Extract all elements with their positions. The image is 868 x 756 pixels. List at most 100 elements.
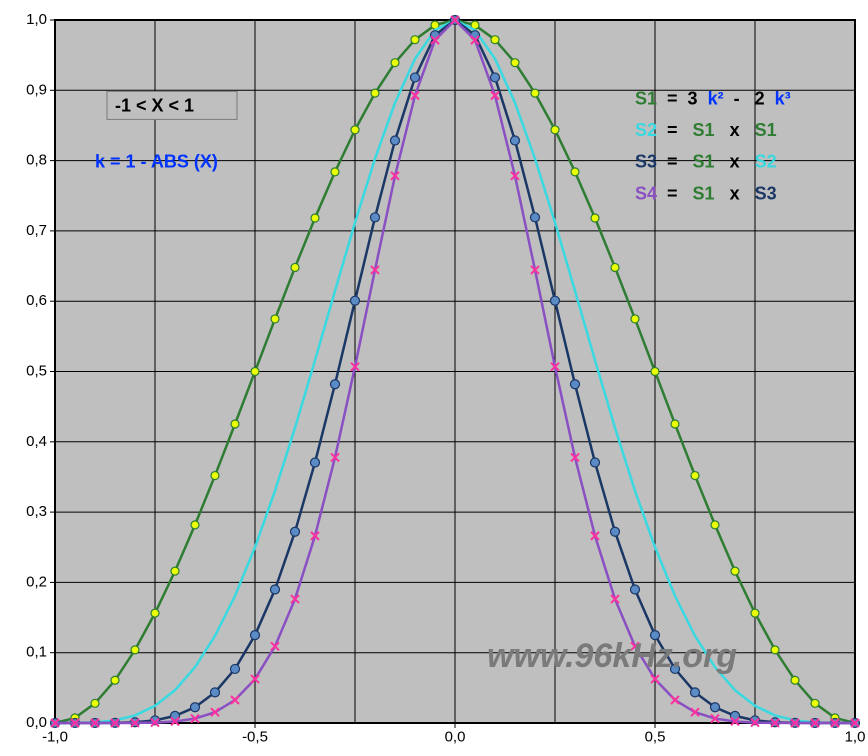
series-marker-s1 xyxy=(811,699,819,707)
ytick-label: 0,1 xyxy=(26,644,47,661)
formula-row: S2 = S1 x S1 xyxy=(635,120,777,140)
series-marker-s1 xyxy=(631,315,639,323)
ytick-label: 0,7 xyxy=(26,222,47,239)
formula-part: = xyxy=(667,183,678,203)
series-marker-s3 xyxy=(331,380,340,389)
series-marker-s1 xyxy=(111,676,119,684)
formula-part: S2 xyxy=(635,120,657,140)
formula-part: - xyxy=(734,88,740,108)
chart-svg: 0,00,10,20,30,40,50,60,70,80,91,0-1,0-0,… xyxy=(0,0,868,756)
ytick-label: 0,3 xyxy=(26,503,47,520)
series-marker-s1 xyxy=(691,472,699,480)
chart-container: { "chart": { "type": "line", "width": 86… xyxy=(0,0,868,756)
formula-part: S1 xyxy=(688,183,715,203)
series-marker-s3 xyxy=(191,703,200,712)
series-marker-s3 xyxy=(531,213,540,222)
series-marker-s1 xyxy=(351,126,359,134)
formula-row: S3 = S1 x S2 xyxy=(635,152,777,172)
series-marker-s3 xyxy=(231,664,240,673)
series-marker-s3 xyxy=(691,688,700,697)
xtick-label: -1,0 xyxy=(42,728,68,745)
formula-part: x xyxy=(725,120,740,140)
series-marker-s3 xyxy=(291,527,300,536)
series-marker-s1 xyxy=(771,646,779,654)
series-marker-s1 xyxy=(411,36,419,44)
ytick-label: 0,8 xyxy=(26,152,47,169)
formula-row: S4 = S1 x S3 xyxy=(635,183,777,203)
series-marker-s1 xyxy=(191,521,199,529)
formula-part: x xyxy=(725,152,740,172)
ytick-label: 0,9 xyxy=(26,81,47,98)
formula-part: S1 xyxy=(688,120,715,140)
formula-part: 2 xyxy=(750,88,765,108)
xtick-label: 1,0 xyxy=(845,728,866,745)
series-marker-s1 xyxy=(171,567,179,575)
formula-part: = xyxy=(667,88,678,108)
series-marker-s3 xyxy=(271,585,280,594)
series-marker-s1 xyxy=(531,89,539,97)
formula-part: = xyxy=(667,152,678,172)
series-marker-s1 xyxy=(311,214,319,222)
series-marker-s1 xyxy=(511,59,519,67)
series-marker-s1 xyxy=(331,168,339,176)
series-marker-s1 xyxy=(751,609,759,617)
series-marker-s1 xyxy=(571,168,579,176)
ytick-label: 0,5 xyxy=(26,362,47,379)
series-marker-s1 xyxy=(591,214,599,222)
series-marker-s1 xyxy=(231,420,239,428)
series-marker-s3 xyxy=(591,458,600,467)
series-marker-s3 xyxy=(631,585,640,594)
formula-part: k³ xyxy=(775,88,791,108)
series-marker-s3 xyxy=(251,631,260,640)
series-marker-s1 xyxy=(151,609,159,617)
formula-part: S1 xyxy=(635,88,657,108)
series-marker-s1 xyxy=(291,263,299,271)
k-definition: k = 1 - ABS (X) xyxy=(95,152,218,172)
formula-part: S3 xyxy=(635,152,657,172)
series-marker-s1 xyxy=(791,676,799,684)
series-marker-s1 xyxy=(391,59,399,67)
series-marker-s3 xyxy=(311,458,320,467)
ytick-label: 1,0 xyxy=(26,11,47,28)
series-marker-s1 xyxy=(211,472,219,480)
series-marker-s1 xyxy=(731,567,739,575)
series-marker-s1 xyxy=(711,521,719,529)
xtick-label: 0,5 xyxy=(645,728,666,745)
series-marker-s1 xyxy=(671,420,679,428)
series-marker-s3 xyxy=(411,73,420,82)
series-marker-s3 xyxy=(491,73,500,82)
formula-part: S3 xyxy=(750,183,777,203)
series-marker-s3 xyxy=(211,688,220,697)
series-marker-s1 xyxy=(251,368,259,376)
formula-part: S1 xyxy=(688,152,715,172)
series-marker-s1 xyxy=(131,646,139,654)
series-marker-s1 xyxy=(371,89,379,97)
series-marker-s1 xyxy=(91,699,99,707)
formula-part: = xyxy=(667,120,678,140)
series-marker-s1 xyxy=(551,126,559,134)
formula-part: x xyxy=(725,183,740,203)
series-marker-s3 xyxy=(551,296,560,305)
series-marker-s3 xyxy=(371,213,380,222)
ytick-label: 0,4 xyxy=(26,433,47,450)
series-marker-s3 xyxy=(611,527,620,536)
series-marker-s1 xyxy=(611,263,619,271)
series-marker-s1 xyxy=(651,368,659,376)
series-marker-s3 xyxy=(351,296,360,305)
series-marker-s3 xyxy=(391,136,400,145)
ytick-label: 0,2 xyxy=(26,573,47,590)
series-marker-s1 xyxy=(491,36,499,44)
series-marker-s3 xyxy=(571,380,580,389)
series-marker-s3 xyxy=(511,136,520,145)
formula-part: S1 xyxy=(750,120,777,140)
series-marker-s1 xyxy=(271,315,279,323)
xtick-label: 0,0 xyxy=(445,728,466,745)
ytick-label: 0,6 xyxy=(26,292,47,309)
formula-part: S4 xyxy=(635,183,657,203)
xtick-label: -0,5 xyxy=(242,728,268,745)
series-marker-s3 xyxy=(711,703,720,712)
watermark: www.96kHz.org xyxy=(487,637,737,675)
formula-part: 3 xyxy=(688,88,698,108)
domain-text: -1 < X < 1 xyxy=(115,95,194,115)
formula-part: S2 xyxy=(750,152,777,172)
